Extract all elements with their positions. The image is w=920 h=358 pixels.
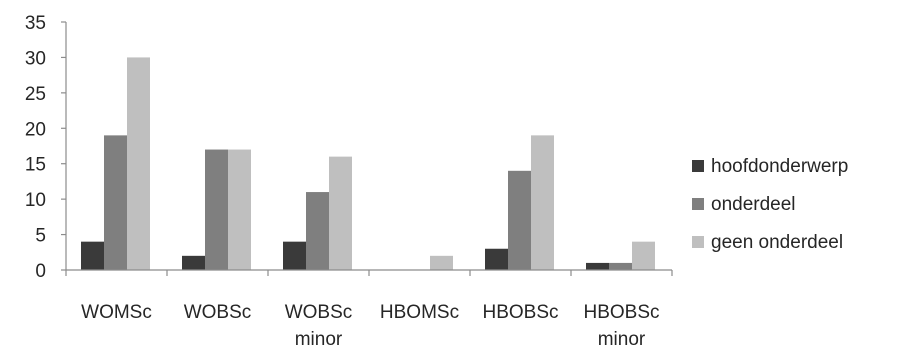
legend-label: onderdeel: [711, 194, 796, 215]
bar-onderdeel-5: [609, 262, 632, 270]
y-tick-label: 30: [25, 48, 46, 69]
bar-onderdeel-0: [104, 135, 127, 270]
y-tick-label: 0: [35, 261, 46, 282]
y-tick-label: 15: [25, 155, 46, 176]
bar-hoofdonderwerp-4: [485, 248, 508, 270]
x-tick-label: HBOMSc: [380, 302, 459, 323]
y-tick-label: 20: [25, 119, 46, 140]
y-tick-label: 5: [35, 226, 46, 247]
bar-geen-onderdeel-3: [430, 255, 453, 270]
bar-geen-onderdeel-0: [127, 57, 150, 270]
bar-hoofdonderwerp-0: [81, 241, 104, 270]
x-tick-label: minor: [295, 329, 343, 350]
legend-swatch: [692, 236, 704, 248]
legend-label: geen onderdeel: [711, 232, 843, 253]
x-tick-label: WOBSc: [285, 302, 353, 323]
legend-swatch: [692, 160, 704, 172]
y-tick-label: 25: [25, 84, 46, 105]
legend: hoofdonderwerp onderdeel geen onderdeel: [692, 156, 848, 253]
bar-onderdeel-2: [306, 192, 329, 270]
y-axis: 0 5 10 15 20 25 30 35: [25, 13, 67, 282]
bar-hoofdonderwerp-1: [182, 255, 205, 270]
legend-label: hoofdonderwerp: [711, 156, 848, 177]
bar-geen-onderdeel-4: [531, 135, 554, 270]
x-tick-label: HBOBSc: [583, 302, 659, 323]
bar-geen-onderdeel-5: [632, 241, 655, 270]
bars: [81, 57, 655, 270]
bar-geen-onderdeel-1: [228, 149, 251, 270]
bar-geen-onderdeel-2: [329, 156, 352, 270]
x-tick-label: minor: [598, 329, 646, 350]
bar-hoofdonderwerp-2: [283, 241, 306, 270]
legend-swatch: [692, 198, 704, 210]
x-tick-label: WOMSc: [81, 302, 152, 323]
bar-hoofdonderwerp-5: [586, 262, 609, 270]
y-tick-label: 35: [25, 13, 46, 34]
bar-onderdeel-4: [508, 170, 531, 270]
x-tick-label: HBOBSc: [482, 302, 558, 323]
bar-onderdeel-1: [205, 149, 228, 270]
x-tick-label: WOBSc: [184, 302, 252, 323]
y-tick-label: 10: [25, 190, 46, 211]
x-axis: WOMSc WOBSc WOBSc minor HBOMSc HBOBSc HBOBSc mi…: [65, 269, 673, 350]
